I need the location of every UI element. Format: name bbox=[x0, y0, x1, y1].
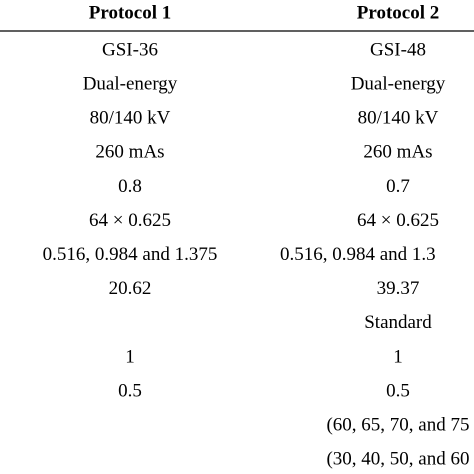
table-cell: 20.62 bbox=[109, 278, 152, 299]
table-cell: 0.8 bbox=[118, 176, 142, 197]
table-cell: 39.37 bbox=[377, 278, 420, 299]
table-cell: 80/140 kV bbox=[90, 108, 171, 129]
table-cell: GSI-36 bbox=[102, 39, 158, 60]
table-cell: 64 × 0.625 bbox=[357, 210, 439, 231]
header-cell: Protocol 1 bbox=[89, 2, 172, 23]
header-cell: Protocol 2 bbox=[357, 2, 440, 23]
table-cell: 260 mAs bbox=[363, 142, 432, 163]
table-cell: (60, 65, 70, and 75 bbox=[326, 414, 469, 435]
table-cell: 0.516, 0.984 and 1.3 bbox=[280, 244, 436, 265]
table-cell: 0.7 bbox=[386, 176, 410, 197]
table-cell: 1 bbox=[125, 346, 135, 367]
table-cell: 0.516, 0.984 and 1.375 bbox=[43, 244, 218, 265]
table-cell: Dual-energy bbox=[351, 73, 446, 94]
table-cell: GSI-48 bbox=[370, 39, 426, 60]
table-cell: 0.5 bbox=[118, 380, 142, 401]
table-cell: 64 × 0.625 bbox=[89, 210, 171, 231]
table-cell: Dual-energy bbox=[83, 73, 178, 94]
table-cell: Standard bbox=[364, 312, 432, 333]
table-cell: 260 mAs bbox=[95, 142, 164, 163]
table-cell: 1 bbox=[393, 346, 403, 367]
table-cell: (30, 40, 50, and 60 bbox=[326, 449, 469, 470]
table-cell: 80/140 kV bbox=[358, 108, 439, 129]
table-cell: 0.5 bbox=[386, 380, 410, 401]
